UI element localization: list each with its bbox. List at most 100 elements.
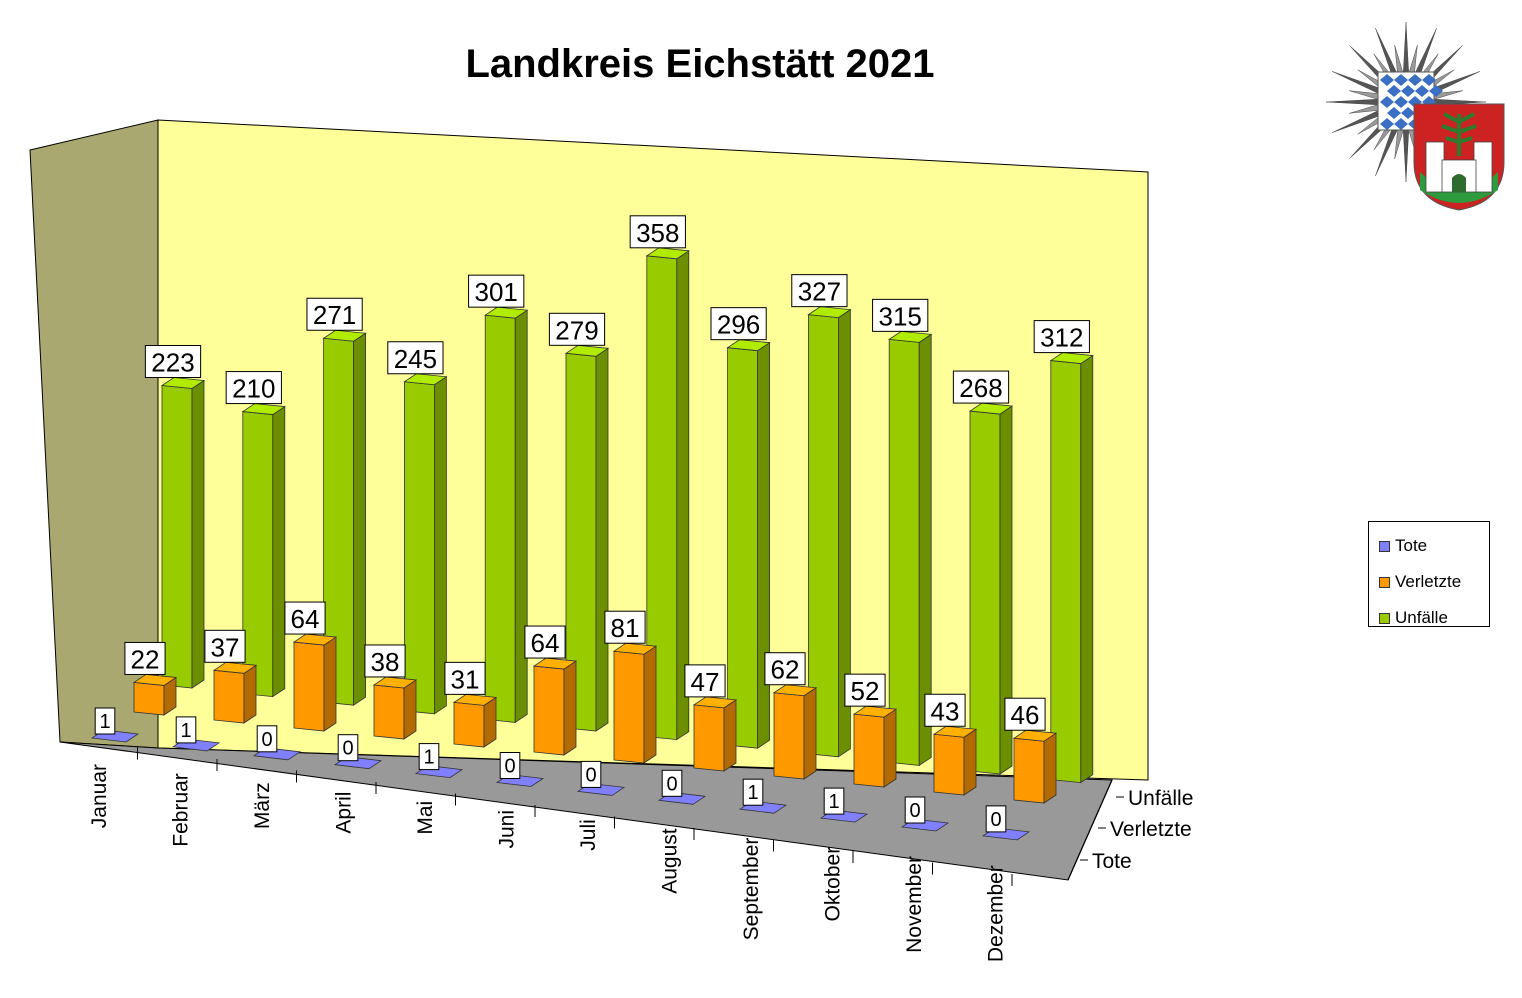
bar-verletzte-5 (452, 693, 498, 748)
bar-verletzte-6 (532, 657, 578, 756)
bar-unfälle-5 (484, 306, 529, 724)
svg-text:327: 327 (798, 277, 841, 307)
category-label-3: März (251, 782, 274, 829)
data-label-verletzte-7: 81 (604, 610, 646, 644)
depth-label-2: Verletzte (1110, 818, 1192, 841)
svg-text:296: 296 (717, 310, 760, 340)
data-label-verletzte-11: 43 (924, 693, 966, 727)
svg-text:312: 312 (1040, 323, 1083, 353)
data-label-tote-4: 0 (337, 734, 359, 762)
svg-text:245: 245 (394, 344, 437, 374)
data-label-verletzte-3: 64 (284, 601, 326, 635)
data-label-unfälle-11: 268 (952, 370, 1010, 404)
svg-text:0: 0 (909, 800, 920, 822)
legend-swatch-verletzte (1379, 576, 1390, 588)
data-label-unfälle-7: 358 (629, 215, 686, 249)
svg-text:1: 1 (828, 791, 839, 813)
svg-text:210: 210 (232, 374, 275, 404)
svg-text:31: 31 (451, 664, 480, 694)
svg-text:52: 52 (851, 676, 880, 706)
legend-label: Tote (1395, 536, 1428, 555)
bar-verletzte-11 (932, 725, 978, 796)
bar-verletzte-9 (772, 684, 818, 780)
svg-text:0: 0 (585, 764, 596, 786)
data-label-verletzte-1: 22 (124, 641, 166, 675)
data-label-verletzte-6: 64 (524, 625, 566, 659)
svg-text:46: 46 (1011, 700, 1040, 730)
data-label-unfälle-10: 315 (872, 298, 929, 332)
svg-text:0: 0 (666, 773, 677, 795)
category-label-12: Dezember (985, 865, 1008, 962)
data-label-unfälle-8: 296 (710, 307, 767, 341)
bar-verletzte-4 (372, 676, 418, 740)
data-label-unfälle-3: 271 (306, 297, 363, 331)
depth-axis-line (1067, 779, 1113, 881)
category-label-11: November (903, 856, 926, 953)
svg-text:64: 64 (291, 604, 320, 634)
depth-labels: Unfälle Verletzte Tote (1067, 779, 1193, 881)
category-label-7: Juli (577, 819, 600, 851)
svg-text:1: 1 (99, 711, 110, 733)
bar-verletzte-12 (1012, 729, 1058, 804)
svg-text:43: 43 (931, 696, 960, 726)
depth-label-1: Unfälle (1128, 787, 1193, 810)
data-label-verletzte-12: 46 (1004, 697, 1046, 731)
legend-item-unfaelle: Unfälle (1379, 600, 1489, 636)
data-label-tote-7: 0 (580, 760, 602, 788)
data-label-tote-9: 1 (742, 778, 764, 806)
data-label-tote-11: 0 (904, 796, 926, 824)
bars-layer (90, 247, 1094, 841)
data-label-tote-6: 0 (499, 752, 521, 779)
svg-text:0: 0 (261, 729, 272, 751)
depth-label-3: Tote (1092, 850, 1132, 873)
bar-verletzte-2 (212, 661, 258, 724)
bar-unfälle-9 (807, 306, 852, 758)
chart-title: Landkreis Eichstätt 2021 (465, 42, 935, 86)
category-label-4: April (333, 792, 356, 834)
svg-text:0: 0 (504, 756, 515, 778)
coat-of-arms-icon (1377, 71, 1505, 211)
legend-label: Unfälle (1395, 608, 1448, 627)
data-label-tote-3: 0 (256, 725, 278, 753)
bar-verletzte-1 (132, 674, 178, 716)
bar-verletzte-10 (852, 705, 898, 788)
data-label-tote-10: 1 (823, 787, 845, 815)
legend-label: Verletzte (1395, 572, 1462, 591)
bar-unfälle-11 (968, 402, 1014, 775)
bar-unfälle-4 (403, 373, 448, 715)
bar-unfälle-12 (1049, 352, 1094, 784)
bar-unfälle-1 (160, 377, 206, 689)
svg-text:315: 315 (879, 301, 922, 331)
data-label-unfälle-5: 301 (468, 274, 525, 308)
data-label-tote-8: 0 (661, 769, 683, 797)
category-label-1: Januar (88, 764, 111, 828)
svg-text:0: 0 (342, 738, 353, 760)
category-label-10: Oktober (822, 847, 845, 922)
legend-swatch-tote (1379, 540, 1390, 552)
data-label-tote-5: 1 (418, 743, 440, 771)
svg-text:279: 279 (555, 315, 598, 345)
data-label-verletzte-5: 31 (444, 661, 486, 695)
police-star-logo (1325, 22, 1505, 211)
svg-text:0: 0 (990, 809, 1001, 831)
data-label-unfälle-4: 245 (387, 341, 444, 375)
category-label-2: Februar (170, 773, 193, 847)
data-label-tote-2: 1 (175, 716, 197, 744)
svg-text:358: 358 (636, 218, 679, 248)
data-label-unfälle-2: 210 (225, 371, 282, 405)
bar-verletzte-7 (612, 642, 658, 764)
svg-text:268: 268 (959, 373, 1002, 403)
svg-text:81: 81 (611, 613, 640, 643)
data-label-unfälle-1: 223 (144, 345, 202, 379)
svg-text:1: 1 (180, 720, 191, 742)
svg-text:64: 64 (531, 628, 560, 658)
category-label-5: Mai (414, 801, 437, 835)
labels-layer: 223 210 271 245 301 279 358 296 327 315 268 312 22 37… (94, 215, 1090, 833)
category-label-8: August (659, 828, 682, 894)
bar-unfälle-2 (241, 403, 286, 698)
category-labels: Januar Februar März April Mai Juni Juli August S… (88, 764, 1008, 962)
data-label-verletzte-4: 38 (364, 644, 406, 678)
svg-text:37: 37 (211, 632, 240, 662)
svg-text:301: 301 (475, 277, 518, 307)
